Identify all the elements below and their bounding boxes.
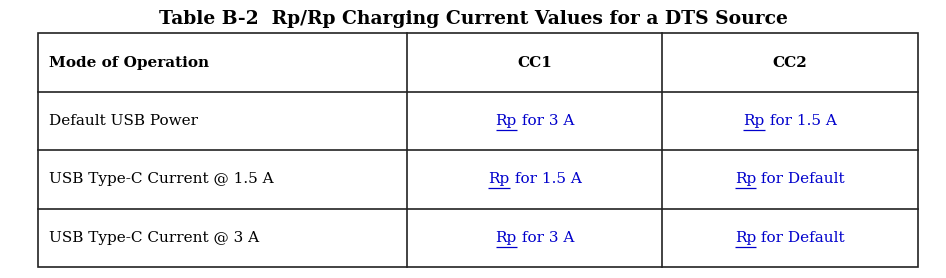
Text: Rp: Rp: [496, 231, 517, 245]
Text: Rp: Rp: [496, 114, 517, 128]
Text: for 3 A: for 3 A: [517, 231, 574, 245]
Text: for 1.5 A: for 1.5 A: [764, 114, 836, 128]
Text: Rp: Rp: [735, 231, 757, 245]
Text: USB Type-C Current @ 1.5 A: USB Type-C Current @ 1.5 A: [49, 172, 273, 186]
Text: for Default: for Default: [757, 172, 845, 186]
Text: Rp: Rp: [735, 172, 757, 186]
Text: Table B-2  Rp/Rp Charging Current Values for a DTS Source: Table B-2 Rp/Rp Charging Current Values …: [159, 10, 787, 28]
Text: CC2: CC2: [773, 56, 808, 70]
Text: for 1.5 A: for 1.5 A: [510, 172, 582, 186]
Text: Default USB Power: Default USB Power: [49, 114, 199, 128]
Text: USB Type-C Current @ 3 A: USB Type-C Current @ 3 A: [49, 231, 259, 245]
Bar: [38, 33, 918, 267]
Text: CC1: CC1: [517, 56, 552, 70]
Bar: [38, 33, 918, 267]
Text: Rp: Rp: [744, 114, 764, 128]
Text: Rp: Rp: [488, 172, 510, 186]
Text: for 3 A: for 3 A: [517, 114, 574, 128]
Text: Mode of Operation: Mode of Operation: [49, 56, 209, 70]
Text: for Default: for Default: [757, 231, 845, 245]
